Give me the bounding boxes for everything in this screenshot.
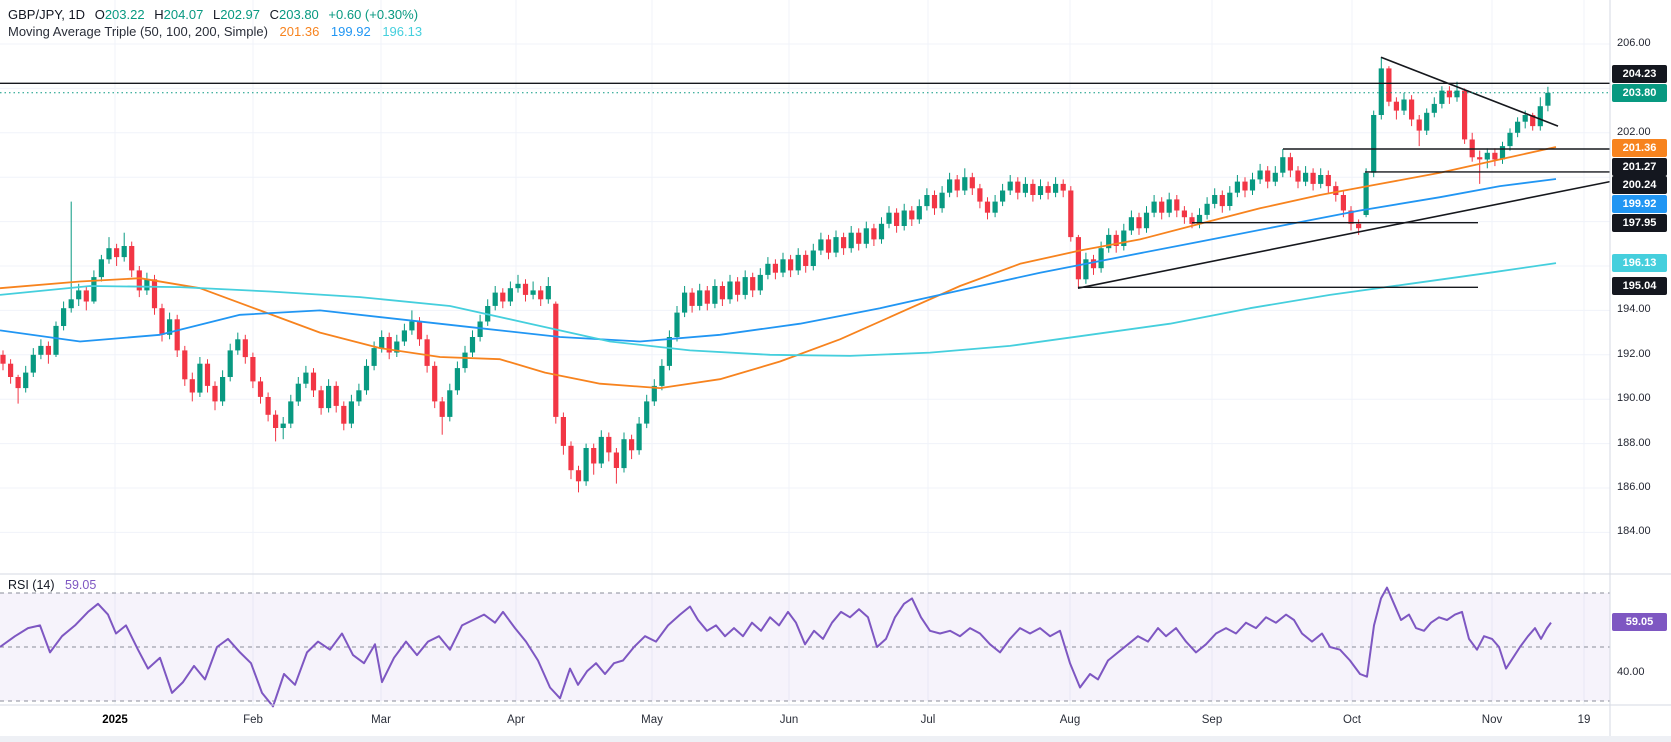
- price-axis-label: 190.00: [1617, 392, 1651, 404]
- symbol-title: GBP/JPY, 1D: [8, 7, 86, 22]
- rsi-axis-label: 40.00: [1617, 666, 1645, 678]
- rsi-band: [0, 593, 1610, 701]
- price-axis-badge: 204.23: [1612, 65, 1667, 83]
- trendlines[interactable]: [1077, 56, 1611, 289]
- rsi-indicator-title: RSI (14): [8, 578, 55, 592]
- time-axis-label-sep[interactable]: Sep: [1201, 714, 1223, 726]
- ma-indicator-title: Moving Average Triple (50, 100, 200, Sim…: [8, 24, 268, 39]
- ma200-line[interactable]: [0, 262, 1557, 357]
- price-axis-label: 184.00: [1617, 525, 1651, 537]
- price-axis-badge: 203.80: [1612, 84, 1667, 102]
- rsi-axis-badge: 59.05: [1612, 613, 1667, 631]
- ma50-value: 201.36: [279, 24, 320, 39]
- time-axis-label-oct[interactable]: Oct: [1343, 714, 1361, 726]
- price-axis-label: 186.00: [1617, 481, 1651, 493]
- price-axis-label: 202.00: [1617, 126, 1651, 138]
- open-label: O: [94, 7, 105, 22]
- low-label: L: [213, 7, 221, 22]
- price-axis-label: 194.00: [1617, 303, 1651, 315]
- ma100-value: 199.92: [330, 24, 371, 39]
- time-axis-label-aug[interactable]: Aug: [1059, 714, 1081, 726]
- time-axis-label-feb[interactable]: Feb: [243, 714, 263, 726]
- symbol-legend[interactable]: GBP/JPY, 1D O203.22 H204.07 L202.97 C203…: [8, 5, 418, 24]
- high-label: H: [154, 7, 164, 22]
- time-axis-label-nov[interactable]: Nov: [1481, 714, 1503, 726]
- price-axis-badge: 195.04: [1612, 277, 1667, 295]
- rsi-line[interactable]: [0, 586, 1552, 708]
- time-axis-label-apr[interactable]: Apr: [507, 714, 525, 726]
- open-value: 203.22: [104, 7, 145, 22]
- ma50-line[interactable]: [0, 146, 1557, 389]
- price-axis-badge: 200.24: [1612, 176, 1667, 194]
- close-label: C: [269, 7, 280, 22]
- rsi-current-value: 59.05: [65, 578, 97, 592]
- candlestick-series: [0, 57, 1551, 493]
- low-value: 202.97: [220, 7, 260, 22]
- price-axis-label: 206.00: [1617, 37, 1651, 49]
- time-axis-label-mar[interactable]: Mar: [371, 714, 391, 726]
- rsi-indicator-legend[interactable]: RSI (14) 59.05: [8, 578, 96, 592]
- high-value: 204.07: [163, 7, 204, 22]
- ma-indicator-legend[interactable]: Moving Average Triple (50, 100, 200, Sim…: [8, 24, 422, 39]
- price-axis-badge: 199.92: [1612, 195, 1667, 213]
- price-axis-label: 192.00: [1617, 348, 1651, 360]
- price-axis-badge: 197.95: [1612, 214, 1667, 232]
- price-axis-badge: 201.36: [1612, 139, 1667, 157]
- close-value: 203.80: [279, 7, 319, 22]
- time-axis-label-jul[interactable]: Jul: [920, 714, 936, 726]
- change-value: +0.60 (+0.30%): [328, 7, 419, 22]
- ma100-line[interactable]: [0, 178, 1557, 343]
- time-axis-label-2025[interactable]: 2025: [102, 714, 128, 726]
- time-axis-label-19[interactable]: 19: [1577, 714, 1591, 726]
- support-resistance-lines[interactable]: [0, 82, 1610, 288]
- time-axis-label-jun[interactable]: Jun: [779, 714, 799, 726]
- price-axis-badge: 201.27: [1612, 158, 1667, 176]
- price-axis-label: 188.00: [1617, 437, 1651, 449]
- price-axis-badge: 196.13: [1612, 254, 1667, 272]
- time-axis-label-may[interactable]: May: [641, 714, 663, 726]
- ma200-value: 196.13: [382, 24, 423, 39]
